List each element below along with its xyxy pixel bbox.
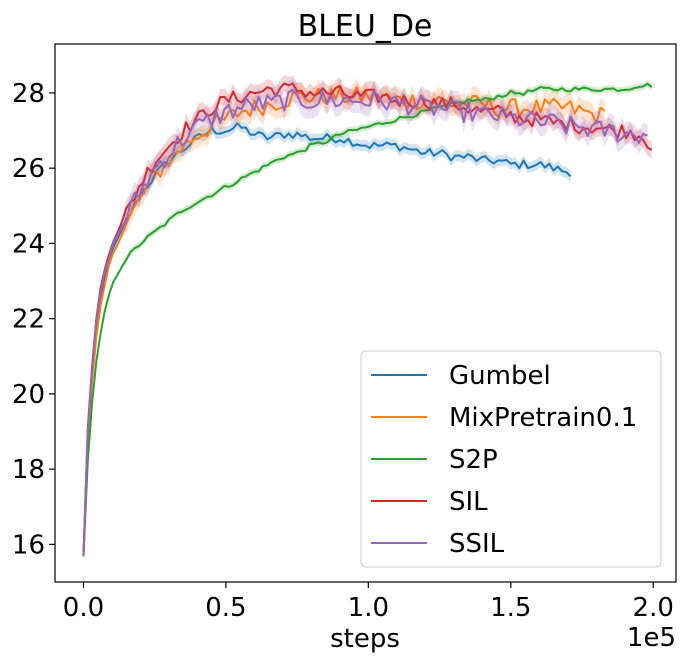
x-tick-label: 1.5 <box>490 593 531 623</box>
legend-label: S2P <box>449 445 498 475</box>
y-tick-label: 24 <box>12 229 45 259</box>
x-tick-label: 0.0 <box>63 593 104 623</box>
plot-area <box>82 75 653 560</box>
series-line-mixpretrain0-1 <box>82 86 606 557</box>
legend-label: MixPretrain0.1 <box>449 403 637 433</box>
series-line-gumbel <box>82 122 572 556</box>
plot-frame <box>54 43 677 583</box>
axes: 0.0 0.5 1.0 1.5 2.0 16 18 20 22 24 26 28 <box>12 43 677 623</box>
x-tick-label: 0.5 <box>205 593 246 623</box>
y-tick-label: 16 <box>12 530 45 560</box>
y-tick-label: 28 <box>12 79 45 109</box>
series-line-s2p <box>82 82 653 557</box>
series-line-sil <box>82 82 653 556</box>
y-tick-label: 26 <box>12 154 45 184</box>
x-axis-offset-label: 1e5 <box>627 623 676 653</box>
legend-label: SSIL <box>449 529 505 559</box>
y-tick-label: 22 <box>12 305 45 335</box>
legend-label: Gumbel <box>449 361 551 391</box>
legend-label: SIL <box>449 487 488 517</box>
y-tick-label: 18 <box>12 455 45 485</box>
x-tick-label: 1.0 <box>348 593 389 623</box>
chart-title: BLEU_De <box>298 9 433 44</box>
legend-box <box>360 350 662 568</box>
y-tick-label: 20 <box>12 380 45 410</box>
legend: Gumbel MixPretrain0.1 S2P SIL SSIL <box>360 350 662 568</box>
x-axis-label: steps <box>330 624 400 654</box>
series-line-ssil <box>82 88 648 557</box>
x-tick-label: 2.0 <box>633 593 674 623</box>
